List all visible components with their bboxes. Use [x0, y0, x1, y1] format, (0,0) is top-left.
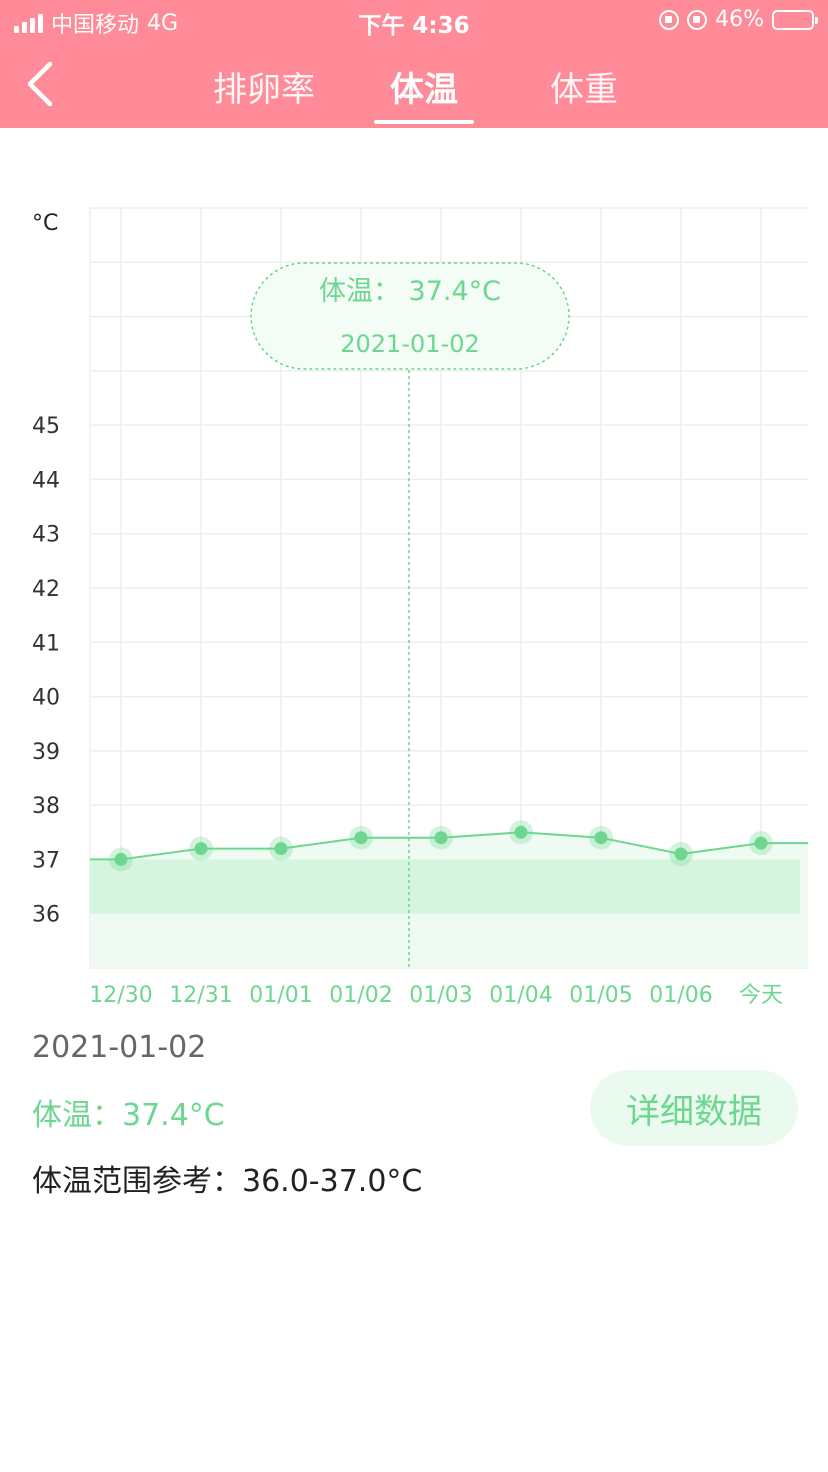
detail-range-label: 体温范围参考： — [32, 1164, 242, 1199]
x-tick-label: 12/31 — [169, 983, 232, 1008]
x-tick-label: 01/03 — [409, 983, 472, 1008]
data-point — [114, 852, 128, 866]
y-tick-label: 36 — [32, 903, 60, 928]
x-tick-label: 01/05 — [569, 983, 632, 1008]
status-left: 中国移动 4G — [14, 7, 178, 39]
active-tab-indicator — [374, 120, 474, 124]
detail-temperature-value: 37.4°C — [122, 1098, 225, 1133]
tooltip-date: 2021-01-02 — [340, 330, 479, 358]
x-tick-label: 01/02 — [329, 983, 392, 1008]
x-tick-label: 01/04 — [489, 983, 552, 1008]
x-tick-label: 12/30 — [89, 983, 152, 1008]
y-tick-label: 42 — [32, 577, 60, 602]
x-tick-label: 01/01 — [249, 983, 312, 1008]
x-tick-label: 今天 — [739, 983, 783, 1008]
y-tick-label: 38 — [32, 794, 60, 819]
back-button[interactable] — [18, 58, 64, 110]
y-tick-label: 37 — [32, 848, 60, 873]
y-tick-label: 41 — [32, 631, 60, 656]
network-type: 4G — [147, 10, 179, 36]
data-point — [594, 831, 608, 845]
chevron-left-icon — [27, 61, 53, 107]
status-time: 下午 4:36 — [358, 13, 470, 39]
data-point — [354, 831, 368, 845]
y-tick-label: 45 — [32, 414, 60, 439]
temperature-chart[interactable]: 36 37 38 39 40 41 42 43 44 45 °C 12/30 12/31 01/01 01/… — [0, 180, 828, 1010]
tooltip-bubble — [250, 262, 570, 370]
tab-ovulation[interactable]: 排卵率 — [213, 70, 315, 110]
battery-percent: 46% — [715, 7, 764, 32]
nav-bar: 排卵率 体温 体重 — [0, 42, 828, 128]
detail-range-value: 36.0-37.0°C — [242, 1164, 423, 1199]
carrier-name: 中国移动 — [51, 13, 140, 38]
header: 中国移动 4G 下午 4:36 46% 排卵率 体温 体重 — [0, 0, 828, 128]
data-point — [194, 842, 208, 856]
detail-temperature-label: 体温： — [32, 1098, 122, 1133]
detail-data-button[interactable]: 详细数据 — [590, 1070, 798, 1146]
reference-range-band — [90, 859, 800, 914]
data-point — [274, 842, 288, 856]
x-tick-label: 01/06 — [649, 983, 712, 1008]
tab-temperature[interactable]: 体温 — [390, 70, 458, 110]
data-point — [754, 836, 768, 850]
detail-temperature: 体温：37.4°C — [32, 1090, 225, 1134]
status-bar: 中国移动 4G 下午 4:36 46% — [0, 0, 828, 42]
detail-reference-range: 体温范围参考：36.0-37.0°C — [32, 1156, 422, 1200]
detail-date: 2021-01-02 — [32, 1030, 207, 1065]
battery-icon — [772, 9, 818, 30]
y-tick-label: 44 — [32, 468, 60, 493]
alarm-icon — [687, 9, 708, 30]
tooltip-value: 体温： 37.4°C — [319, 276, 501, 307]
y-tick-label: 39 — [32, 740, 60, 765]
data-point — [434, 831, 448, 845]
y-axis-unit: °C — [32, 211, 58, 236]
signal-icon — [14, 13, 43, 33]
orientation-lock-icon — [659, 9, 680, 30]
y-tick-label: 43 — [32, 523, 60, 548]
status-right: 46% — [659, 7, 818, 32]
tab-weight[interactable]: 体重 — [550, 70, 618, 110]
data-point — [674, 847, 688, 861]
data-point — [514, 825, 528, 839]
y-tick-label: 40 — [32, 686, 60, 711]
